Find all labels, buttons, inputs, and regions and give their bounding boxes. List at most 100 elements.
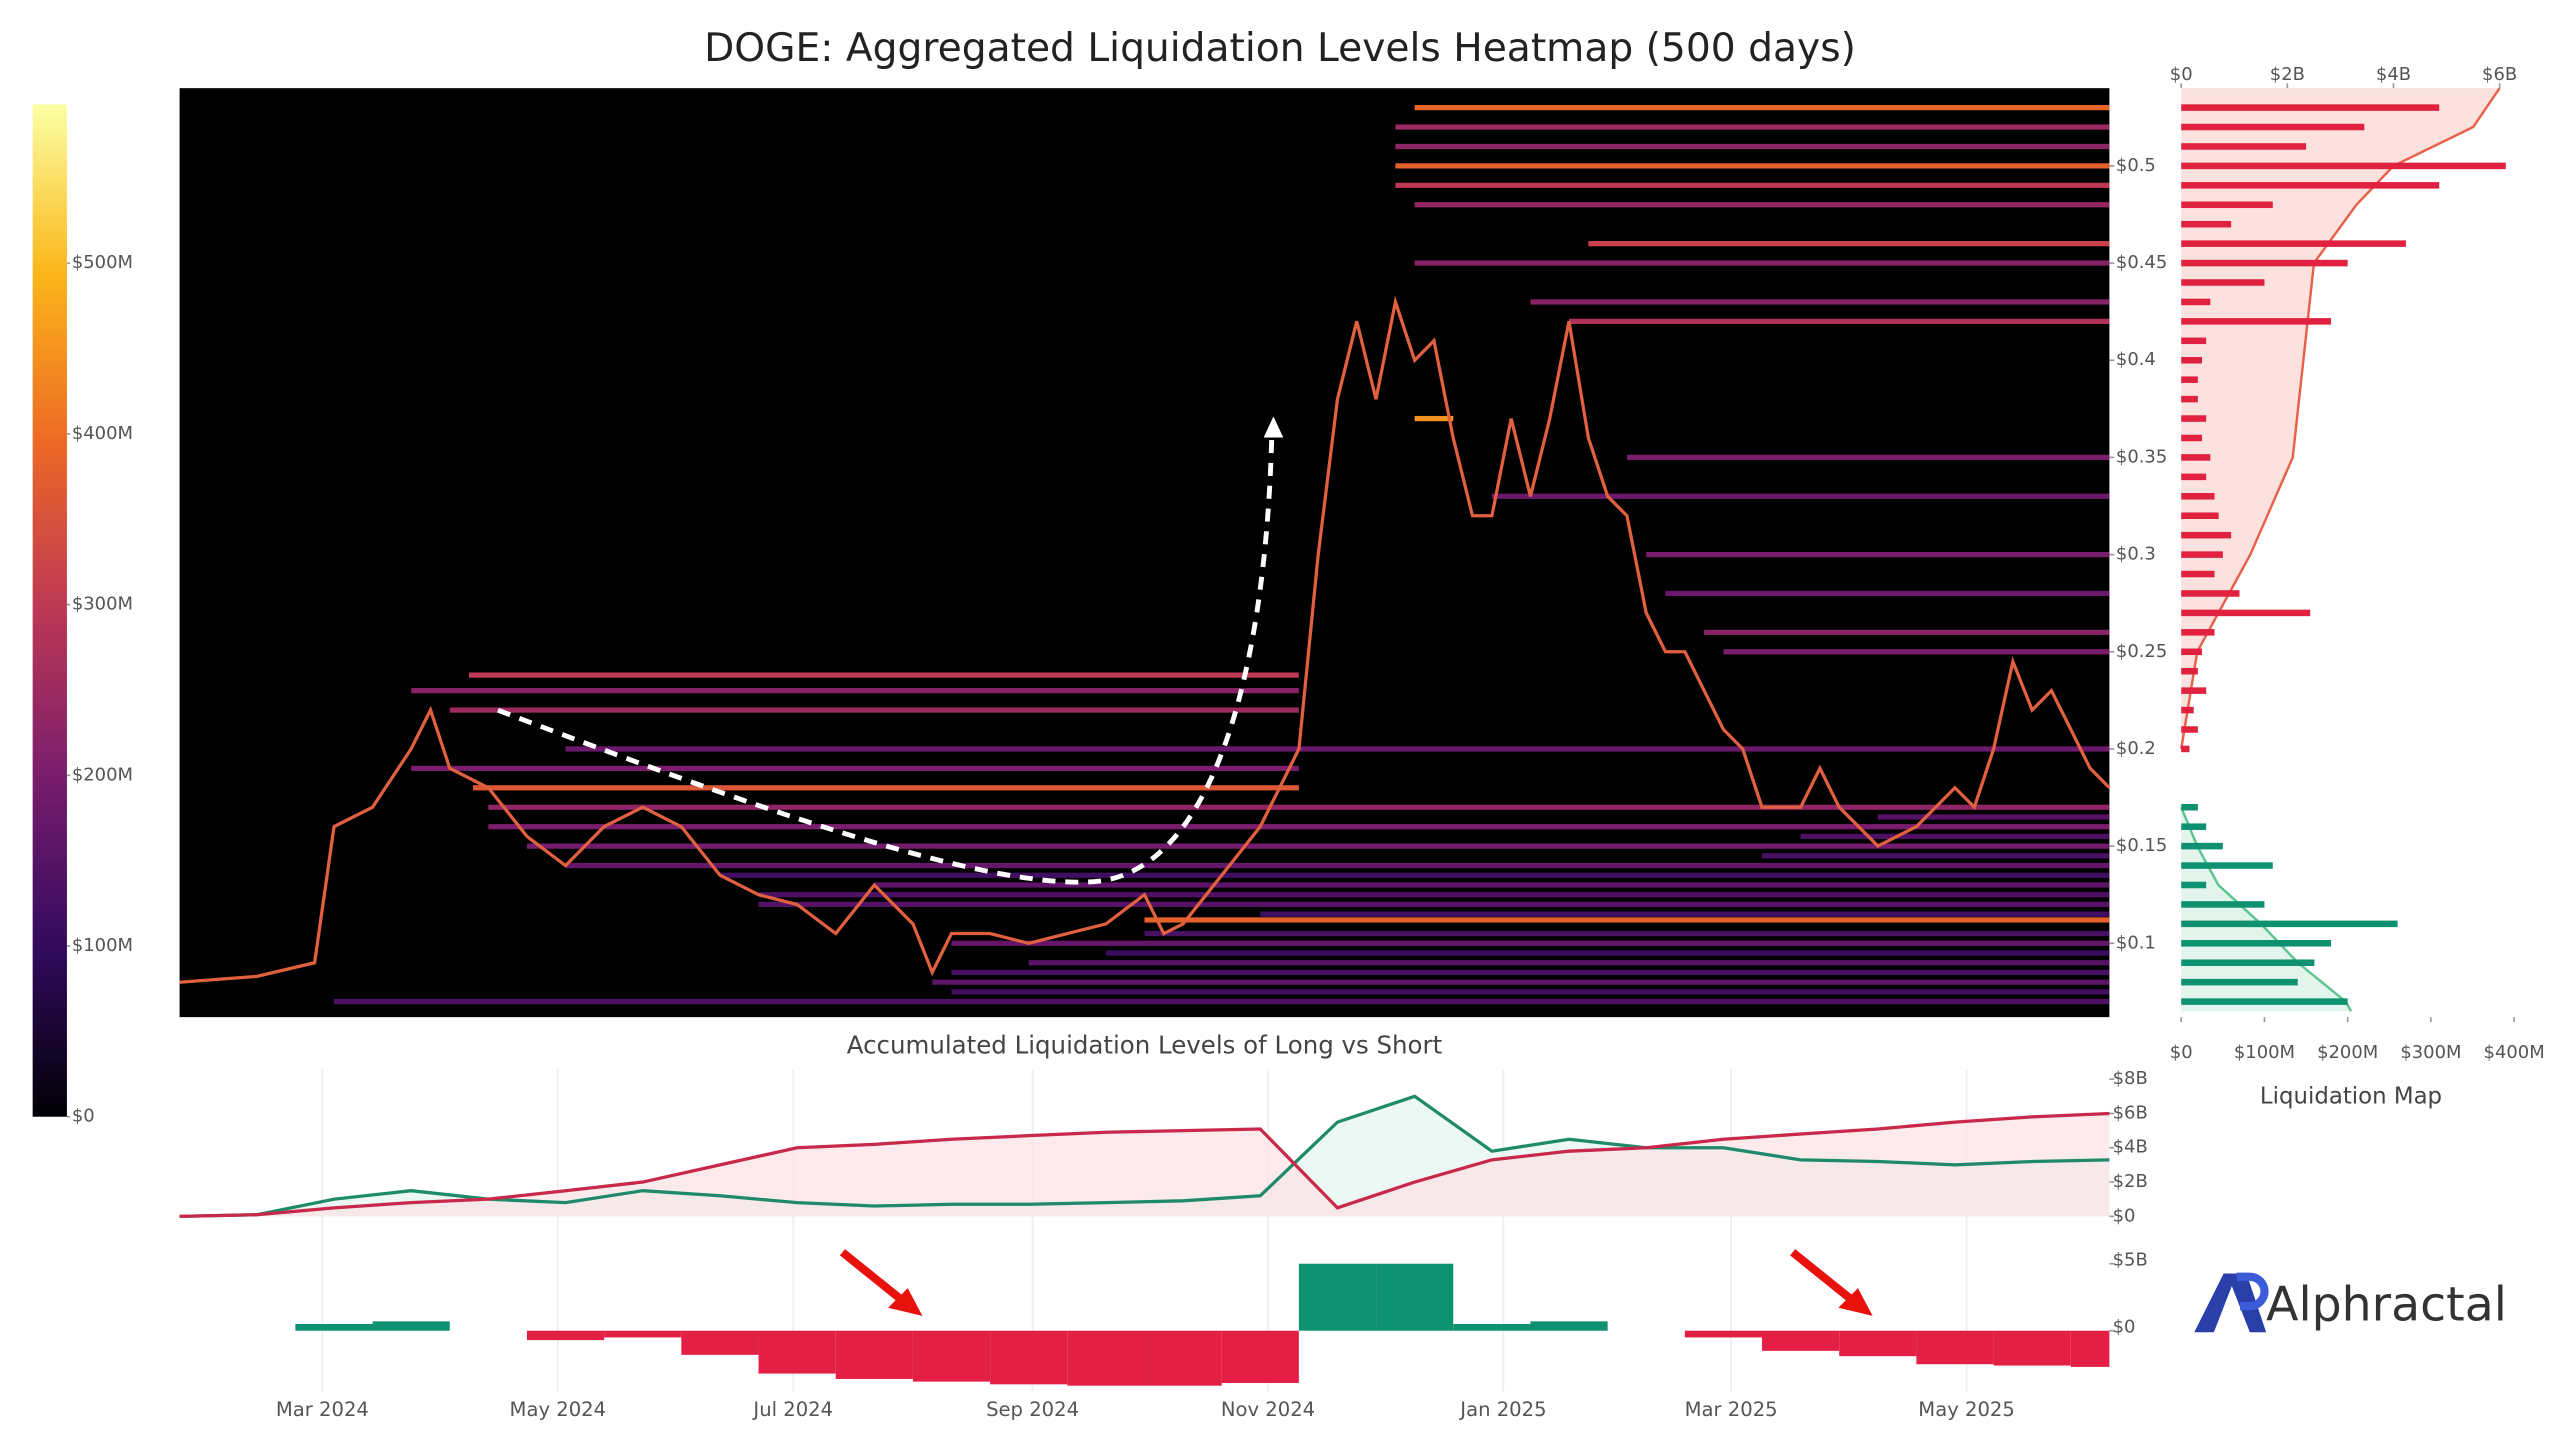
colorbar-label: $500M [72, 252, 133, 273]
heat-level [1491, 493, 2110, 499]
short-bar [2181, 512, 2219, 519]
short-bar [2181, 162, 2506, 170]
short-bar [2181, 629, 2215, 636]
y-tick-label: $0.1 [2116, 932, 2156, 953]
heat-level [1569, 318, 2110, 324]
long-bar [2181, 823, 2207, 830]
short-bar [2181, 240, 2406, 247]
heat-level [526, 843, 2110, 849]
heat-level [1762, 853, 2110, 859]
colorbar-label: $100M [72, 935, 133, 956]
heat-level [411, 688, 1299, 694]
x-tick-label: Jul 2024 [751, 1398, 833, 1421]
short-bar [2181, 667, 2198, 675]
heat-level [1704, 629, 2110, 635]
short-bar [2181, 123, 2365, 131]
short-bar [2181, 415, 2207, 422]
short-bar [2181, 201, 2273, 209]
x2-tick-label: $6B [2482, 64, 2517, 85]
colorbar-label: $400M [72, 423, 133, 444]
short-bar [2181, 376, 2198, 383]
heat-level [1395, 124, 2110, 130]
short-bar [2181, 687, 2207, 694]
heat-level [1800, 833, 2110, 840]
difference-bar [681, 1330, 759, 1355]
x-axis-label: Liquidation Map [2260, 1084, 2442, 1110]
red-arrow [839, 1249, 904, 1303]
difference-bar [1916, 1330, 1994, 1365]
difference-bar [1144, 1330, 1222, 1386]
difference-bar [1684, 1330, 1763, 1338]
x-tick-label: Mar 2025 [1685, 1398, 1778, 1421]
long-bar [2181, 803, 2198, 811]
short-bar [2181, 182, 2440, 189]
short-bar [2181, 279, 2265, 286]
heat-level [1028, 960, 2110, 966]
y-tick-label: $0.25 [2116, 641, 2167, 662]
difference-bar [990, 1330, 1068, 1385]
heat-level [1144, 917, 2110, 923]
y-tick-label: $0.3 [2116, 544, 2156, 565]
y-tick-label: $0.15 [2116, 835, 2167, 856]
long-bar [2181, 842, 2223, 850]
heat-level [1414, 202, 2110, 208]
x2-tick-label: $0 [2170, 64, 2193, 85]
area-line [179, 1111, 2110, 1218]
heat-level [1588, 241, 2110, 247]
y-tick-label: $0.35 [2116, 446, 2167, 467]
colorbar-label: $300M [72, 594, 133, 615]
short-bar [2181, 493, 2215, 500]
heat-level [1395, 163, 2110, 169]
heat-level [758, 892, 2110, 898]
y-tick-label: $0.4 [2116, 349, 2156, 370]
x-tick-label: $100M [2234, 1042, 2295, 1063]
cumulative-area [2181, 88, 2500, 749]
price-line [179, 295, 2111, 984]
x-tick-label: Mar 2024 [276, 1398, 369, 1421]
heat-level [1646, 551, 2110, 558]
red-arrow [1790, 1249, 1854, 1303]
difference-bar [526, 1330, 605, 1341]
heat-level [488, 804, 2110, 810]
long-bar [2181, 901, 2265, 908]
difference-bar [604, 1330, 682, 1338]
x2-tick-label: $2B [2270, 64, 2305, 85]
short-bar [2181, 104, 2440, 111]
area-line [179, 1094, 2110, 1218]
short-bar [2181, 648, 2203, 656]
difference-bar [1067, 1330, 1145, 1386]
long-bar [2181, 998, 2348, 1005]
x-tick-label: $0 [2170, 1042, 2193, 1063]
heat-level [472, 785, 1299, 791]
heat-level [951, 940, 2110, 946]
short-bar [2181, 318, 2332, 325]
chart-title: DOGE: Aggregated Liquidation Levels Heat… [704, 26, 1856, 71]
heat-level [411, 765, 1299, 771]
long-bar [2181, 959, 2315, 966]
difference-bar [1993, 1330, 2071, 1366]
short-bar [2181, 706, 2194, 714]
difference-bar [912, 1330, 991, 1382]
x-tick-label: $400M [2484, 1042, 2545, 1063]
short-bar [2181, 590, 2240, 597]
heat-level [932, 979, 2110, 985]
trend-arrow [497, 434, 1275, 885]
heat-level [1626, 454, 2110, 461]
difference-bar [1762, 1330, 1840, 1351]
x-tick-label: Sep 2024 [986, 1398, 1079, 1421]
y-tick-label: $6B [2113, 1102, 2148, 1123]
short-bar [2181, 356, 2203, 364]
long-bar [2181, 881, 2207, 889]
colorbar-label: $200M [72, 764, 133, 785]
short-bar [2181, 551, 2223, 558]
x-tick-label: Jan 2025 [1458, 1398, 1546, 1421]
long-bar [2181, 940, 2332, 947]
short-bar [2181, 220, 2232, 228]
y-tick-label: $8B [2113, 1068, 2148, 1089]
difference-bar [1376, 1263, 1454, 1331]
difference-bar [1221, 1330, 1299, 1383]
short-bar [2181, 143, 2307, 150]
colorbar [32, 104, 67, 1117]
difference-bar [1298, 1263, 1377, 1331]
